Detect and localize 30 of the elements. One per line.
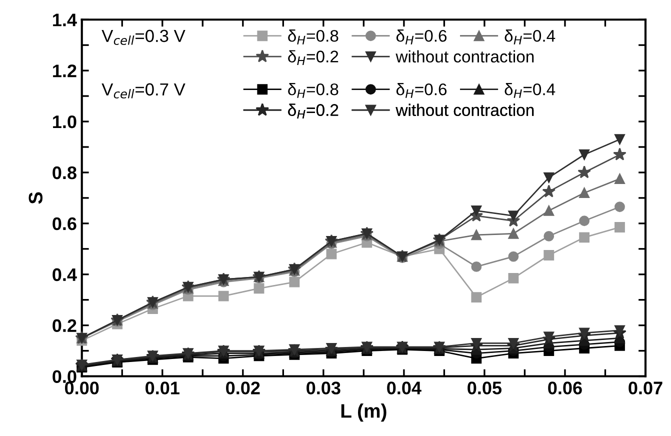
x-tick-label: 0.05 [468, 382, 502, 394]
x-tick-label: 0.06 [548, 382, 582, 394]
x-tick-label: 0.03 [306, 382, 340, 394]
y-tick-label: 0.4 [52, 268, 77, 282]
annotation: V$_{cell}$=0.7 V [102, 83, 186, 98]
y-tick-label: 1.4 [53, 14, 77, 26]
x-axis-title: L (m) [341, 404, 386, 422]
legend-label: δ$_{H}$=0.4 [504, 83, 556, 98]
y-tick-label: 0.0 [52, 370, 76, 383]
y-tick-label: 0.6 [52, 217, 76, 230]
y-tick-label: 1.0 [53, 115, 76, 128]
y-axis-title: S [28, 192, 43, 204]
legend-label: without contraction [396, 104, 534, 116]
x-tick-label: 0.07 [628, 382, 662, 394]
x-tick-label: 0.04 [387, 382, 422, 394]
annotation: V$_{cell}$=0.3 V [102, 30, 186, 45]
x-tick-label: 0.00 [65, 382, 99, 394]
y-tick-label: 1.2 [53, 64, 76, 78]
y-tick-label: 0.8 [52, 166, 76, 180]
legend-label: δ$_{H}$=0.6 [396, 83, 447, 98]
legend-label: δ$_{H}$=0.6 [396, 30, 447, 44]
legend-label: δ$_{H}$=0.2 [288, 50, 338, 66]
legend-label: without contraction [396, 50, 534, 63]
x-tick-label: 0.02 [226, 382, 260, 394]
legend-label: δ$_{H}$=0.8 [288, 30, 338, 44]
legend-label: δ$_{H}$=0.4 [504, 30, 556, 44]
y-tick-label: 0.2 [52, 319, 76, 332]
legend-label: δ$_{H}$=0.2 [288, 104, 338, 119]
x-tick-label: 0.01 [146, 382, 180, 394]
legend-label: δ$_{H}$=0.8 [288, 83, 338, 98]
